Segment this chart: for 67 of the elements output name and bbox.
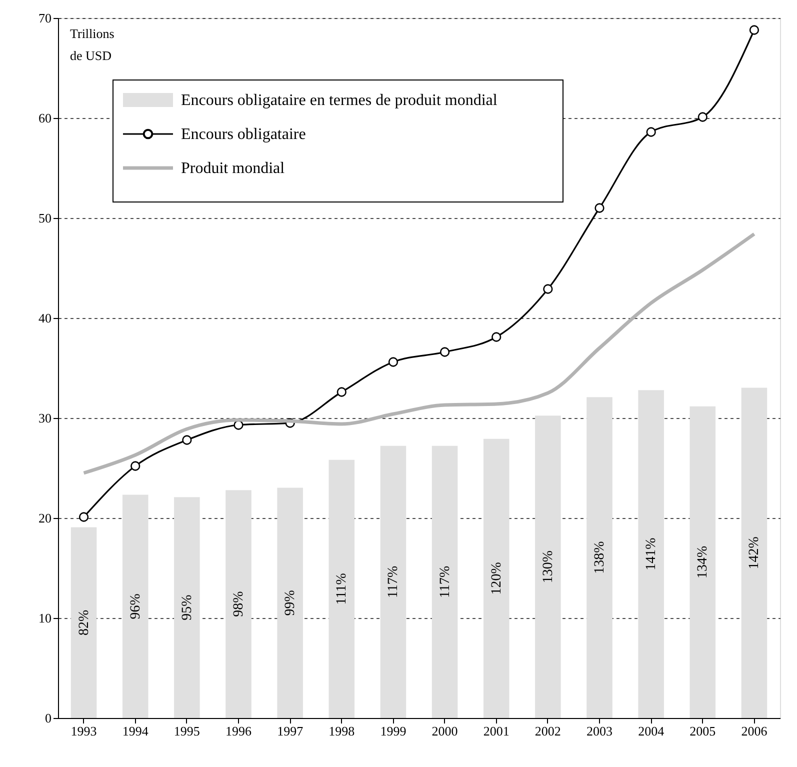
x-tick-label: 1997: [277, 724, 304, 738]
point: [440, 347, 450, 357]
data-label: 111%: [334, 572, 350, 605]
bar: [535, 416, 561, 718]
x-tick-label: 2002: [534, 724, 561, 738]
y-tick-label: 0: [45, 710, 52, 726]
x-tick-label: 2005: [690, 724, 716, 738]
bar: [122, 494, 148, 718]
x-tick-label: 1993: [70, 724, 97, 738]
x-tick-label: 1996: [226, 724, 252, 738]
x-tick-label: 2006: [741, 724, 768, 738]
legend-label: Encours obligataire en termes de produit mondial: [181, 92, 498, 109]
bar: [432, 446, 458, 718]
point: [336, 387, 346, 397]
x-tick-label: 2000: [432, 724, 458, 738]
bar: [690, 406, 716, 718]
data-label: 96%: [128, 593, 144, 620]
bar: [328, 460, 355, 718]
x-tick-label: 2003: [586, 724, 612, 738]
y-tick-label: 30: [38, 410, 52, 426]
x-tick-label: 1994: [122, 724, 149, 738]
x-tick-label: 1998: [328, 724, 355, 738]
y-tick-label: 20: [38, 510, 52, 526]
legend-label: Encours obligataire: [181, 126, 306, 143]
data-label: 142%: [747, 536, 762, 570]
data-label: 120%: [489, 562, 504, 595]
point: [492, 332, 502, 342]
data-label: 141%: [644, 537, 660, 570]
x-tick-label: 1995: [174, 724, 200, 738]
data-label: 82%: [76, 609, 92, 636]
x-tick-label: 2001: [483, 724, 510, 738]
point: [698, 112, 708, 122]
point: [646, 127, 656, 137]
y-tick-label: 60: [38, 110, 52, 126]
point: [78, 512, 89, 522]
y-tick-label: 40: [38, 310, 52, 326]
bar: [483, 438, 510, 718]
y-tick-label: 10: [38, 610, 52, 626]
point: [543, 284, 553, 294]
point: [130, 461, 140, 471]
point: [749, 25, 760, 35]
point: [594, 203, 604, 213]
bar: [586, 397, 612, 718]
bar: [741, 388, 768, 718]
data-label: 98%: [232, 590, 246, 617]
data-label: 99%: [283, 590, 298, 616]
data-label: 95%: [180, 594, 195, 620]
y-tick-label: 50: [38, 210, 52, 226]
point: [182, 435, 192, 445]
line-series: [82, 232, 756, 475]
data-label: 138%: [592, 540, 608, 574]
x-tick-label: 2004: [638, 724, 665, 738]
data-label: 117%: [386, 566, 402, 598]
x-tick-label: 1999: [380, 724, 406, 738]
bar: [380, 446, 406, 718]
data-label: 117%: [438, 566, 453, 598]
data-label: 134%: [696, 546, 711, 579]
bar: [277, 488, 303, 718]
bar: [226, 490, 252, 718]
data-label: 130%: [540, 550, 556, 584]
legend-label: Produit mondial: [181, 160, 286, 177]
bar: [174, 497, 200, 718]
bar: [70, 527, 97, 718]
point: [388, 357, 398, 367]
bar: [638, 390, 664, 718]
y-tick-label: 70: [38, 10, 52, 26]
y-axis-title: Trillions de USD: [70, 26, 114, 63]
